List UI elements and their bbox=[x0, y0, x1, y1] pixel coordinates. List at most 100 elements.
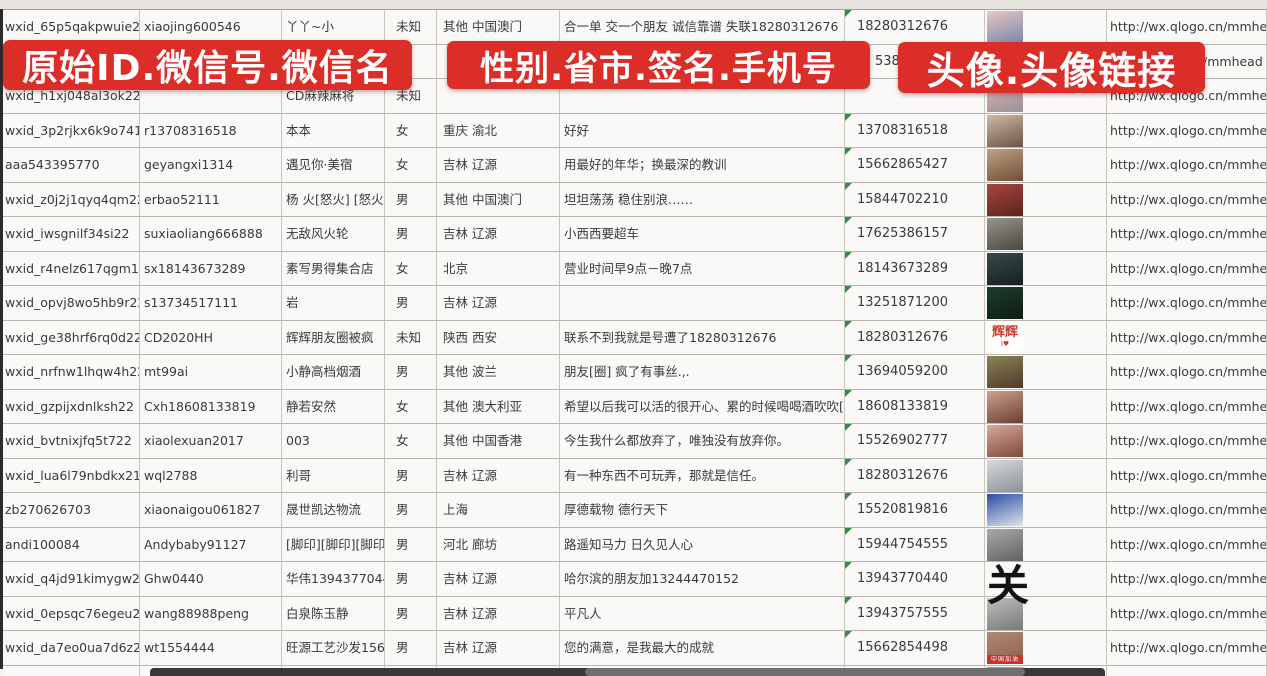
cell-wechat-id[interactable]: wt1554444 bbox=[140, 631, 282, 666]
cell-wechat-name[interactable]: 旺源工艺沙发15662854 bbox=[282, 631, 385, 666]
cell-wechat-name[interactable]: 利哥 bbox=[282, 458, 385, 493]
cell-signature[interactable]: 小西西要超车 bbox=[560, 217, 845, 252]
cell-avatar-link[interactable]: http://wx.qlogo.cn/mmhead bbox=[1107, 631, 1267, 666]
cell-phone[interactable]: 18280312676 bbox=[845, 320, 985, 355]
cell-signature[interactable]: 您的满意，是我最大的成就 bbox=[560, 631, 845, 666]
cell-avatar[interactable]: 关 bbox=[985, 562, 1107, 609]
cell-phone[interactable]: 13943757555 bbox=[845, 596, 985, 631]
cell-phone[interactable]: 15526902777 bbox=[845, 424, 985, 459]
cell-phone[interactable]: 13708316518 bbox=[845, 113, 985, 148]
cell-wechat-id[interactable]: geyangxi1314 bbox=[140, 148, 282, 183]
cell-wechat-id[interactable]: s13734517111 bbox=[140, 286, 282, 321]
cell-province-city[interactable]: 其他 波兰 bbox=[437, 355, 560, 390]
cell-gender[interactable]: 女 bbox=[385, 251, 437, 286]
cell-phone[interactable]: 15662854498 bbox=[845, 631, 985, 666]
cell-avatar[interactable] bbox=[985, 217, 1107, 252]
cell-wechat-name[interactable]: [脚印][脚印][脚印][脚 bbox=[282, 527, 385, 562]
cell-avatar-link[interactable] bbox=[1107, 665, 1267, 676]
cell-avatar-link[interactable]: http://wx.qlogo.cn/mmhead bbox=[1107, 562, 1267, 597]
cell-wechat-id[interactable]: mt99ai bbox=[140, 355, 282, 390]
cell-original-id[interactable]: wxid_da7eo0ua7d6z22 bbox=[3, 631, 140, 666]
cell-wechat-name[interactable]: 丫丫~小 bbox=[282, 10, 385, 45]
cell-gender[interactable]: 男 bbox=[385, 355, 437, 390]
cell-gender[interactable]: 男 bbox=[385, 596, 437, 631]
cell-original-id[interactable]: aaa543395770 bbox=[3, 148, 140, 183]
cell-avatar-link[interactable]: http://wx.qlogo.cn/mmhead bbox=[1107, 355, 1267, 390]
cell-phone[interactable]: 15662865427 bbox=[845, 148, 985, 183]
cell-original-id[interactable]: andi100084 bbox=[3, 527, 140, 562]
cell-gender[interactable]: 男 bbox=[385, 527, 437, 562]
cell-gender[interactable]: 未知 bbox=[385, 320, 437, 355]
cell-signature[interactable]: 哈尔滨的朋友加13244470152 bbox=[560, 562, 845, 597]
cell-province-city[interactable]: 其他 中国澳门 bbox=[437, 10, 560, 45]
cell-province-city[interactable]: 吉林 辽源 bbox=[437, 458, 560, 493]
cell-avatar[interactable] bbox=[985, 148, 1107, 183]
cell-original-id[interactable]: wxid_nrfnw1lhqw4h22 bbox=[3, 355, 140, 390]
cell-wechat-id[interactable]: Cxh18608133819 bbox=[140, 389, 282, 424]
cell-avatar[interactable] bbox=[985, 458, 1107, 493]
cell-wechat-name[interactable]: 白泉陈玉静 bbox=[282, 596, 385, 631]
cell-phone[interactable]: 18143673289 bbox=[845, 251, 985, 286]
cell-gender[interactable]: 男 bbox=[385, 217, 437, 252]
cell-wechat-name[interactable]: 003 bbox=[282, 424, 385, 459]
cell-avatar[interactable] bbox=[985, 493, 1107, 528]
cell-phone[interactable]: 18280312676 bbox=[845, 458, 985, 493]
cell-avatar-link[interactable]: http://wx.qlogo.cn/mmhead bbox=[1107, 286, 1267, 321]
cell-wechat-id[interactable]: suxiaoliang666888 bbox=[140, 217, 282, 252]
cell-wechat-id[interactable]: xiaojing600546 bbox=[140, 10, 282, 45]
cell-avatar-link[interactable]: http://wx.qlogo.cn/mmhead bbox=[1107, 527, 1267, 562]
cell-province-city[interactable]: 陕西 西安 bbox=[437, 320, 560, 355]
cell-signature[interactable]: 有一种东西不可玩弄，那就是信任。 bbox=[560, 458, 845, 493]
cell-province-city[interactable]: 重庆 渝北 bbox=[437, 113, 560, 148]
cell-province-city[interactable]: 吉林 辽源 bbox=[437, 217, 560, 252]
cell-signature[interactable] bbox=[560, 286, 845, 321]
cell-signature[interactable]: 平凡人 bbox=[560, 596, 845, 631]
cell-province-city[interactable]: 吉林 辽源 bbox=[437, 562, 560, 597]
cell-wechat-name[interactable]: 无敌风火轮 bbox=[282, 217, 385, 252]
cell-wechat-id[interactable]: CD2020HH bbox=[140, 320, 282, 355]
cell-wechat-id[interactable]: Ghw0440 bbox=[140, 562, 282, 597]
cell-wechat-name[interactable]: 静若安然 bbox=[282, 389, 385, 424]
cell-avatar[interactable] bbox=[985, 182, 1107, 217]
cell-gender[interactable]: 未知 bbox=[385, 10, 437, 45]
cell-wechat-id[interactable]: erbao52111 bbox=[140, 182, 282, 217]
cell-province-city[interactable]: 吉林 辽源 bbox=[437, 596, 560, 631]
cell-avatar-link[interactable]: http://wx.qlogo.cn/mmhead bbox=[1107, 182, 1267, 217]
cell-avatar[interactable] bbox=[985, 113, 1107, 148]
cell-avatar-link[interactable]: http://wx.qlogo.cn/mmhead bbox=[1107, 251, 1267, 286]
cell-original-id[interactable]: wxid_bvtnixjfq5t722 bbox=[3, 424, 140, 459]
cell-signature[interactable]: 坦坦荡荡 稳住别浪…… bbox=[560, 182, 845, 217]
cell-gender[interactable]: 女 bbox=[385, 148, 437, 183]
cell-original-id[interactable]: zb270626703 bbox=[3, 493, 140, 528]
cell-province-city[interactable]: 河北 廊坊 bbox=[437, 527, 560, 562]
cell-province-city[interactable]: 上海 bbox=[437, 493, 560, 528]
cell-gender[interactable]: 女 bbox=[385, 389, 437, 424]
cell-original-id[interactable]: wxid_lua6l79nbdkx21 bbox=[3, 458, 140, 493]
cell-original-id[interactable]: wxid_3p2rjkx6k9o741 bbox=[3, 113, 140, 148]
cell-signature[interactable]: 营业时间早9点－晚7点 bbox=[560, 251, 845, 286]
cell-province-city[interactable]: 吉林 辽源 bbox=[437, 286, 560, 321]
cell-signature[interactable]: 用最好的年华；换最深的教训 bbox=[560, 148, 845, 183]
cell-signature[interactable]: 厚德载物 德行天下 bbox=[560, 493, 845, 528]
cell-phone[interactable]: 15844702210 bbox=[845, 182, 985, 217]
cell-wechat-name[interactable]: 杨 火[怒火] [怒火] bbox=[282, 182, 385, 217]
cell-signature[interactable]: 合一单 交一个朋友 诚信靠谱 失联18280312676 bbox=[560, 10, 845, 45]
cell-avatar-link[interactable]: http://wx.qlogo.cn/mmhead bbox=[1107, 389, 1267, 424]
cell-original-id[interactable]: wxid_r4nelz617qgm12 bbox=[3, 251, 140, 286]
cell-wechat-id[interactable]: xiaonaigou061827 bbox=[140, 493, 282, 528]
cell-avatar[interactable] bbox=[985, 424, 1107, 459]
cell-avatar-link[interactable]: http://wx.qlogo.cn/mmhead bbox=[1107, 493, 1267, 528]
cell-wechat-name[interactable]: 辉辉朋友圈被疯 bbox=[282, 320, 385, 355]
cell-province-city[interactable]: 吉林 辽源 bbox=[437, 631, 560, 666]
cell-avatar-link[interactable]: http://wx.qlogo.cn/mmhead bbox=[1107, 458, 1267, 493]
cell-province-city[interactable]: 北京 bbox=[437, 251, 560, 286]
cell-wechat-name[interactable]: 华伟13943770440 bbox=[282, 562, 385, 597]
cell-gender[interactable]: 男 bbox=[385, 286, 437, 321]
cell-gender[interactable]: 女 bbox=[385, 113, 437, 148]
cell-avatar[interactable] bbox=[985, 355, 1107, 390]
cell-avatar-link[interactable]: http://wx.qlogo.cn/mmhead bbox=[1107, 217, 1267, 252]
cell-avatar[interactable] bbox=[985, 286, 1107, 321]
cell-original-id[interactable]: wxid_opvj8wo5hb9r22 bbox=[3, 286, 140, 321]
cell-wechat-id[interactable]: r13708316518 bbox=[140, 113, 282, 148]
cell-original-id[interactable]: wxid_z0j2j1qyq4qm22 bbox=[3, 182, 140, 217]
